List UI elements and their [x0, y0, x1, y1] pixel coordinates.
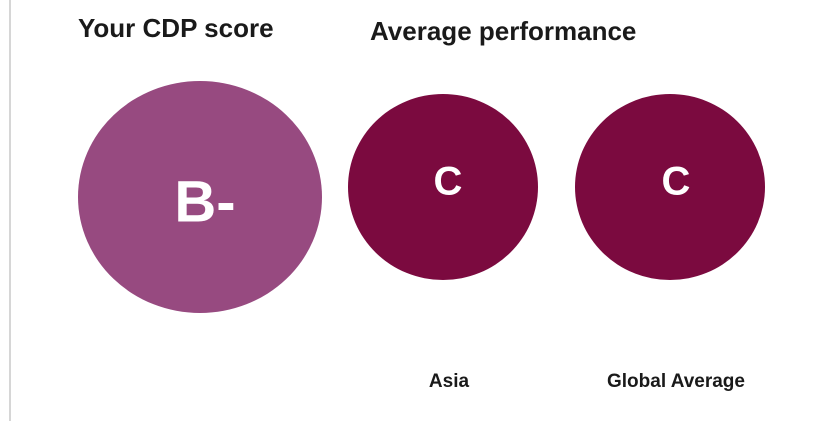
score-circle — [78, 81, 322, 313]
score-grade: C — [662, 160, 691, 204]
region-label: Asia — [429, 371, 470, 392]
score-circle — [348, 94, 538, 280]
score-circle — [575, 94, 765, 280]
heading: Your CDP score — [78, 13, 274, 43]
heading: Average performance — [370, 16, 636, 46]
score-grade: C — [434, 160, 463, 204]
score-grade: B- — [174, 169, 235, 234]
region-label: Global Average — [607, 371, 745, 392]
